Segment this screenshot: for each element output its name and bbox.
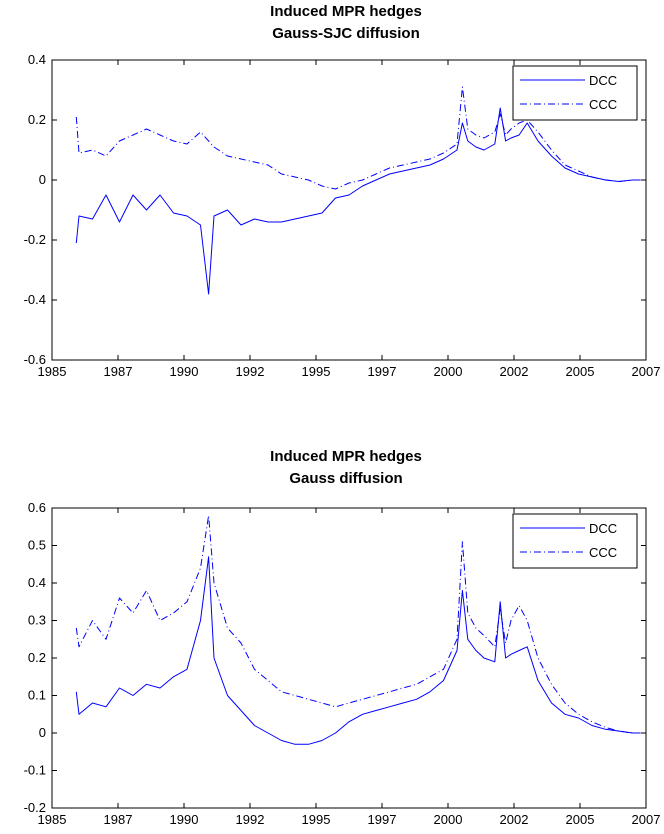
y-tick-label: 0.4 <box>28 52 46 67</box>
x-tick-label: 2002 <box>500 364 529 379</box>
x-tick-label: 1985 <box>38 364 67 379</box>
y-tick-label: 0.5 <box>28 538 46 553</box>
y-tick-label: -0.2 <box>24 232 46 247</box>
x-tick-label: 1995 <box>302 812 331 827</box>
chart-2: Induced MPR hedges Gauss diffusion 0.60.… <box>24 448 661 827</box>
series-line-ccc <box>75 515 641 734</box>
series-line-dcc <box>75 107 641 295</box>
x-tick-label: 2005 <box>566 364 595 379</box>
x-tick-label: 2000 <box>434 364 463 379</box>
chart-2-y-ticks: 0.6 0.5 0.4 0.3 0.2 0.1 0 -0.1 -0.2 <box>24 500 646 815</box>
chart-1-legend-ccc-label: CCC <box>589 97 617 112</box>
x-tick-label: 1990 <box>170 364 199 379</box>
y-tick-label: -0.1 <box>24 763 46 778</box>
chart-1-subtitle: Gauss-SJC diffusion <box>272 25 420 42</box>
y-tick-label: -0.6 <box>24 352 46 367</box>
x-tick-label: 2002 <box>500 812 529 827</box>
chart-1-legend: DCC CCC <box>512 65 638 121</box>
y-tick-label: 0.2 <box>28 650 46 665</box>
x-tick-label: 2000 <box>434 812 463 827</box>
x-tick-label: 1987 <box>104 812 133 827</box>
y-tick-label: 0.6 <box>28 500 46 515</box>
x-tick-label: 1997 <box>368 364 397 379</box>
chart-1: Induced MPR hedges Gauss-SJC diffusion 0… <box>24 3 661 379</box>
x-tick-label: 2005 <box>566 812 595 827</box>
y-tick-label: -0.4 <box>24 292 46 307</box>
y-tick-label: 0.1 <box>28 688 46 703</box>
chart-2-title: Induced MPR hedges <box>270 448 422 465</box>
chart-2-legend-dcc-label: DCC <box>589 521 617 536</box>
chart-1-series <box>75 86 641 295</box>
series-line-dcc <box>75 556 641 745</box>
x-tick-label: 1992 <box>236 364 265 379</box>
series-line-ccc <box>75 86 641 190</box>
chart-2-legend: DCC CCC <box>512 513 638 569</box>
x-tick-label: 2007 <box>632 364 661 379</box>
y-tick-label: 0.3 <box>28 613 46 628</box>
x-tick-label: 1990 <box>170 812 199 827</box>
y-tick-label: 0.2 <box>28 112 46 127</box>
chart-2-x-ticks: 1985 1987 1990 1992 1995 1997 2000 2002 2005 2007 <box>38 508 661 827</box>
x-tick-label: 1997 <box>368 812 397 827</box>
chart-2-legend-box <box>512 513 638 569</box>
chart-2-subtitle: Gauss diffusion <box>289 470 402 487</box>
x-tick-label: 1987 <box>104 364 133 379</box>
chart-2-legend-ccc-label: CCC <box>589 545 617 560</box>
chart-1-title: Induced MPR hedges <box>270 3 422 20</box>
x-tick-label: 1985 <box>38 812 67 827</box>
y-tick-label: 0 <box>39 725 46 740</box>
chart-1-legend-dcc-label: DCC <box>589 73 617 88</box>
y-tick-label: 0 <box>39 172 46 187</box>
chart-1-y-ticks: 0.4 0.2 0 -0.2 -0.4 -0.6 <box>24 52 646 367</box>
x-tick-label: 1995 <box>302 364 331 379</box>
chart-2-series <box>75 515 641 745</box>
x-tick-label: 1992 <box>236 812 265 827</box>
y-tick-label: 0.4 <box>28 575 46 590</box>
chart-1-x-ticks: 1985 1987 1990 1992 1995 1997 2000 2002 2005 2007 <box>38 60 661 379</box>
y-tick-label: -0.2 <box>24 800 46 815</box>
chart-1-legend-box <box>512 65 638 121</box>
x-tick-label: 2007 <box>632 812 661 827</box>
